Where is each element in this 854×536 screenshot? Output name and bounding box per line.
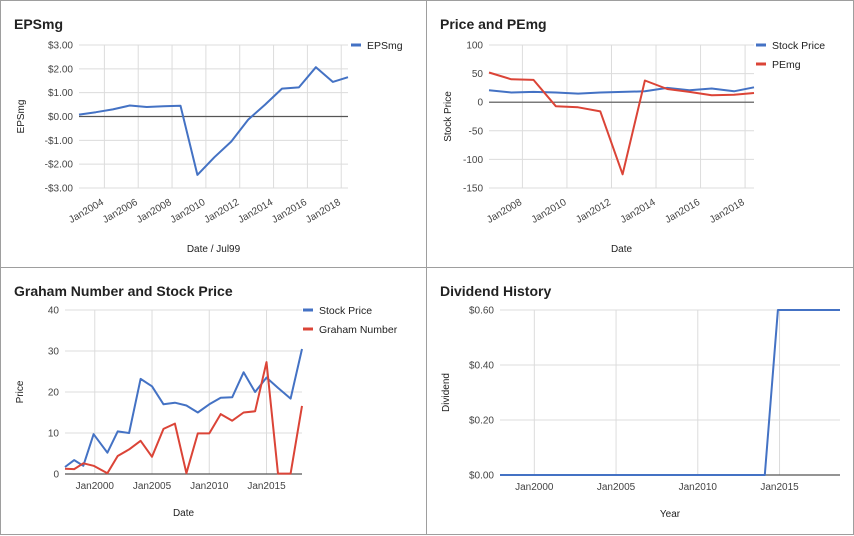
x-tick-label: Jan2010 (169, 197, 208, 226)
series-line-dividend (500, 309, 840, 476)
chart-title: Dividend History (440, 283, 551, 299)
y-tick-label: -50 (469, 126, 484, 137)
x-tick-label: Jan2008 (135, 197, 174, 226)
x-tick-label: Jan2000 (515, 482, 554, 493)
x-tick-label: Jan2016 (270, 197, 309, 226)
x-tick-label: Jan2018 (304, 197, 343, 226)
y-tick-label: 0 (477, 98, 483, 109)
legend-label-stock-price: Stock Price (772, 40, 825, 52)
chart-panel-dividend-history: Dividend History $0.60 $0.40 $0.20 $0.00 Jan2… (426, 267, 854, 535)
x-tick-label: Jan2010 (679, 482, 718, 493)
legend-label-pemg: PEmg (772, 59, 801, 71)
x-tick-label: Jan2005 (133, 481, 172, 492)
x-axis-label: Year (660, 509, 681, 520)
x-tick-label: Jan2015 (247, 481, 286, 492)
y-tick-label: -$1.00 (45, 136, 74, 147)
x-tick-label: Jan2000 (76, 481, 115, 492)
series-line-graham-number (64, 361, 303, 475)
x-axis-label: Date / Jul99 (187, 244, 241, 255)
chart-panel-epsmg: EPSmg $3.00 $2.00 $1.00 $0.00 -$1.00 -$2.00 -$3… (0, 0, 427, 268)
series-line-stock-price (488, 86, 755, 95)
y-tick-label: $0.00 (469, 471, 494, 482)
legend-label-graham-number: Graham Number (319, 324, 398, 336)
x-axis-label: Date (173, 508, 195, 519)
chart-panel-graham-number: Graham Number and Stock Price 40 30 20 10 0 Ja… (0, 267, 427, 535)
y-tick-label: $0.20 (469, 416, 494, 427)
x-tick-label: Jan2005 (597, 482, 636, 493)
legend-label-stock-price: Stock Price (319, 305, 372, 317)
chart-title: Price and PEmg (440, 16, 547, 32)
x-tick-label: Jan2006 (101, 197, 140, 226)
y-axis-label: EPSmg (16, 100, 27, 134)
y-tick-label: 20 (48, 388, 60, 399)
y-tick-label: 50 (472, 69, 484, 80)
x-tick-label: Jan2012 (202, 197, 241, 226)
y-tick-label: 0 (53, 470, 59, 481)
epsmg-chart: EPSmg $3.00 $2.00 $1.00 $0.00 -$1.00 -$2.00 -$3… (14, 16, 403, 255)
y-tick-label: -$3.00 (45, 184, 74, 195)
graham-number-chart: Graham Number and Stock Price 40 30 20 10 0 Ja… (14, 283, 398, 519)
x-tick-label: Jan2012 (574, 197, 613, 226)
x-tick-label: Jan2008 (485, 197, 524, 226)
x-tick-label: Jan2010 (190, 481, 229, 492)
y-tick-label: 40 (48, 306, 60, 317)
x-axis-label: Date (611, 244, 633, 255)
y-tick-label: 10 (48, 429, 60, 440)
series-line-epsmg (78, 66, 349, 176)
series-line-pemg (488, 71, 755, 176)
y-tick-label: $0.60 (469, 306, 494, 317)
y-tick-label: 30 (48, 347, 60, 358)
dividend-history-chart: Dividend History $0.60 $0.40 $0.20 $0.00 Jan2… (440, 283, 840, 520)
chart-title: EPSmg (14, 16, 63, 32)
y-tick-label: -100 (463, 155, 483, 166)
x-tick-label: Jan2010 (530, 197, 569, 226)
legend-label-epsmg: EPSmg (367, 40, 403, 52)
y-tick-label: $3.00 (48, 41, 73, 52)
x-tick-label: Jan2004 (67, 197, 106, 226)
y-tick-label: -$2.00 (45, 160, 74, 171)
chart-panel-price-pemg: Price and PEmg 100 50 0 -50 -100 -150 Jan2008 Ja… (426, 0, 854, 268)
y-tick-label: $0.00 (48, 112, 73, 123)
x-tick-label: Jan2015 (760, 482, 799, 493)
y-axis-label: Stock Price (443, 91, 454, 142)
chart-title: Graham Number and Stock Price (14, 283, 233, 299)
y-axis-label: Price (15, 380, 26, 403)
y-tick-label: 100 (466, 41, 483, 52)
x-tick-label: Jan2016 (663, 197, 702, 226)
y-tick-label: $0.40 (469, 361, 494, 372)
x-tick-label: Jan2014 (619, 197, 658, 226)
y-tick-label: -150 (463, 184, 483, 195)
y-tick-label: $1.00 (48, 88, 73, 99)
x-tick-label: Jan2018 (708, 197, 747, 226)
y-axis-label: Dividend (441, 373, 452, 412)
y-tick-label: $2.00 (48, 64, 73, 75)
x-tick-label: Jan2014 (236, 197, 275, 226)
